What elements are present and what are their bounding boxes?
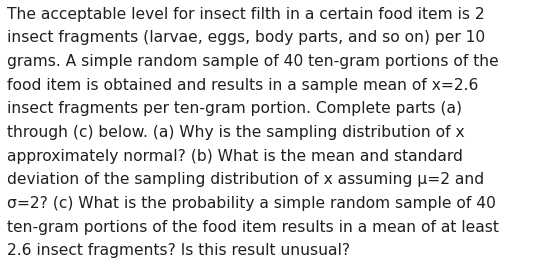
Text: ten-gram portions of the food item results in a mean of at least: ten-gram portions of the food item resul… <box>7 220 499 235</box>
Text: 2.6 insect fragments? Is this result unusual?: 2.6 insect fragments? Is this result unu… <box>7 243 350 258</box>
Text: approximately normal? (b) What is the mean and standard: approximately normal? (b) What is the me… <box>7 149 463 164</box>
Text: food item is obtained and results in a sample mean of x=2.6: food item is obtained and results in a s… <box>7 78 479 93</box>
Text: deviation of the sampling distribution of x assuming μ=2 and: deviation of the sampling distribution o… <box>7 172 484 187</box>
Text: insect fragments (larvae, eggs, body parts, and so on) per 10: insect fragments (larvae, eggs, body par… <box>7 30 485 45</box>
Text: insect fragments per ten-gram portion. Complete parts (a): insect fragments per ten-gram portion. C… <box>7 101 462 116</box>
Text: The acceptable level for insect filth in a certain food item is 2: The acceptable level for insect filth in… <box>7 7 485 22</box>
Text: through (c) below. (a) Why is the sampling distribution of x: through (c) below. (a) Why is the sampli… <box>7 125 465 140</box>
Text: σ=2? (c) What is the probability a simple random sample of 40: σ=2? (c) What is the probability a simpl… <box>7 196 496 211</box>
Text: grams. A simple random sample of 40 ten-gram portions of the: grams. A simple random sample of 40 ten-… <box>7 54 499 69</box>
